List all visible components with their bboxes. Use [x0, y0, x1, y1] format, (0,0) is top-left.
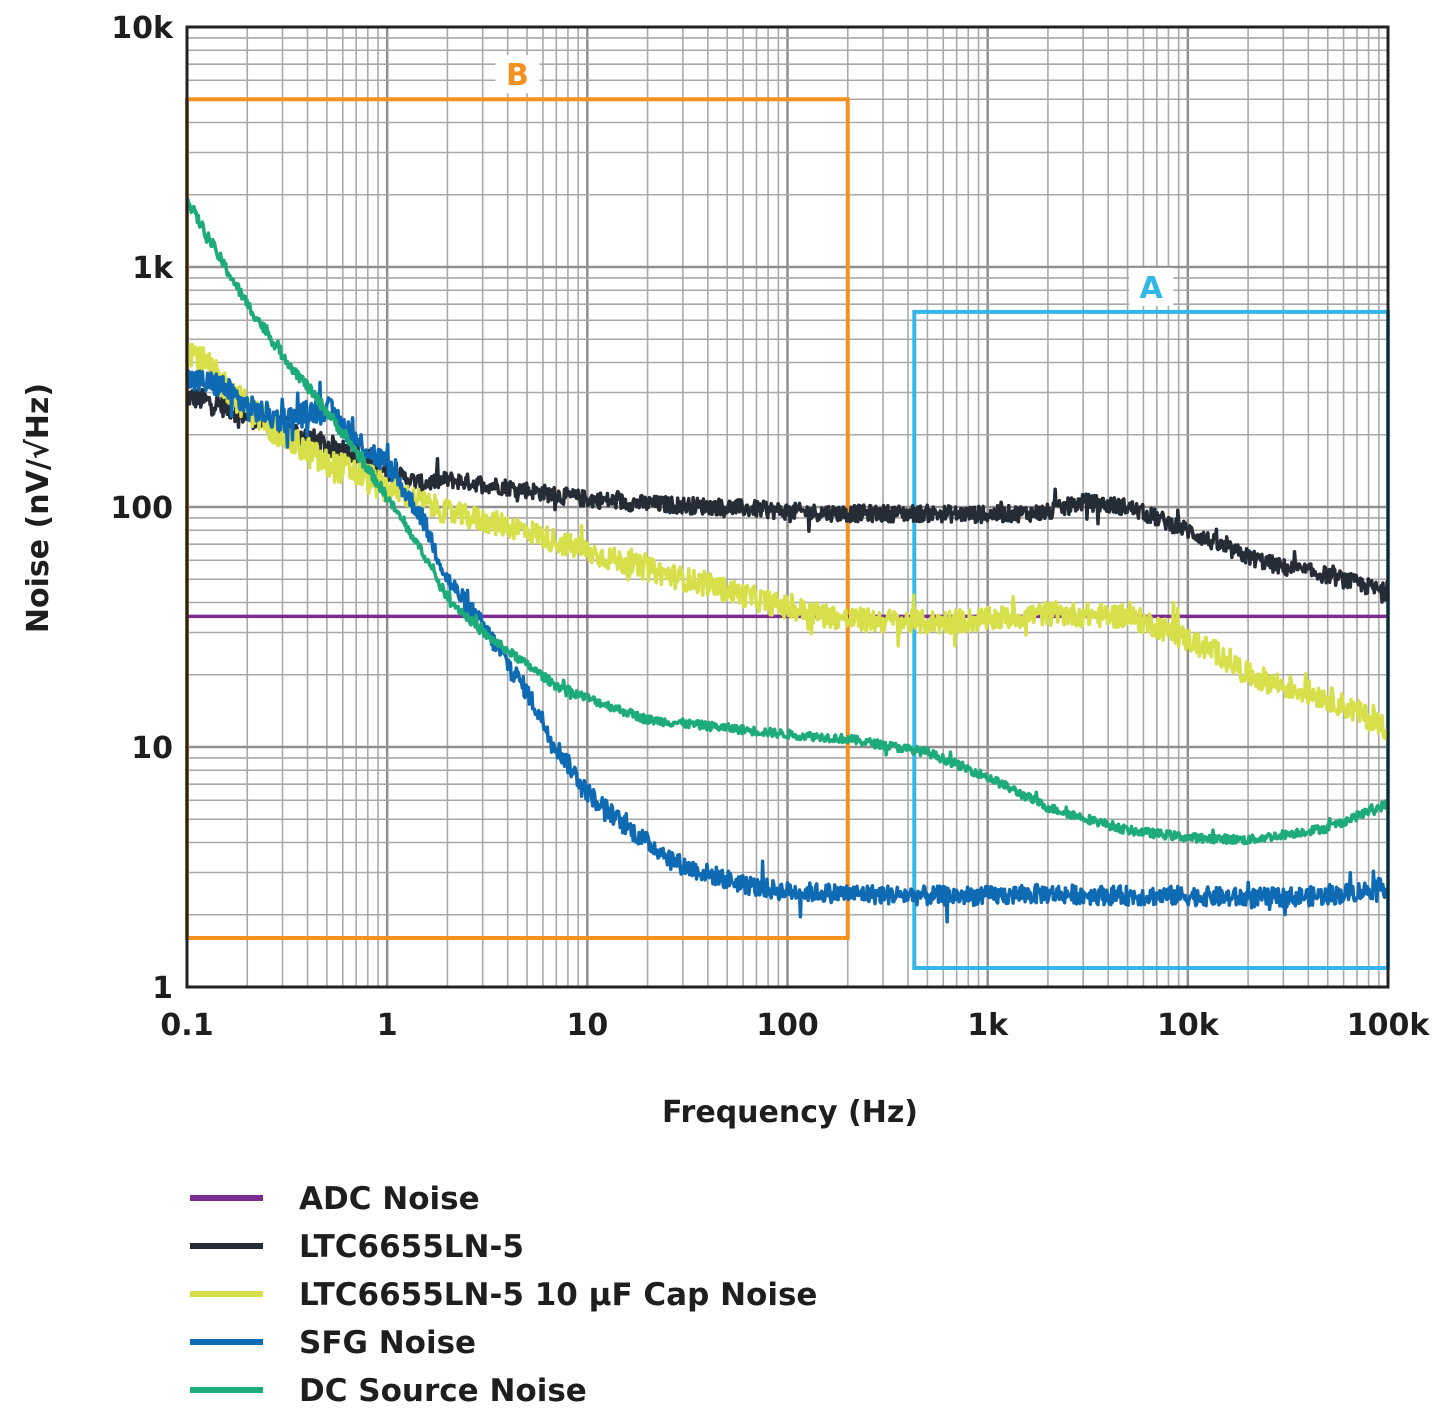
series-line-dc-source-noise [186, 197, 1390, 846]
x-tick-label: 0.1 [160, 1008, 213, 1043]
series-line-sfg-noise [185, 369, 1390, 924]
region-label-background [495, 55, 540, 94]
x-tick-label: 1 [377, 1008, 398, 1043]
y-tick-label: 1 [152, 971, 173, 1006]
legend-label: LTC6655LN-5 [299, 1229, 524, 1265]
x-tick-label: 100k [1347, 1008, 1431, 1043]
y-tick-label: 10k [111, 11, 174, 46]
y-tick-label: 100 [110, 491, 173, 526]
series-lines [185, 197, 1390, 924]
y-tick-label: 10 [131, 731, 173, 766]
y-axis-title: Noise (nV/√Hz) [21, 383, 56, 633]
x-tick-label: 10k [1157, 1008, 1220, 1043]
x-tick-label: 1k [967, 1008, 1009, 1043]
series-line-ltc6655ln-5-10-f-cap-noise [185, 342, 1390, 741]
x-tick-labels: 0.1 1 10 100 1k 10k 100k [160, 1008, 1430, 1043]
legend-label: LTC6655LN-5 10 µF Cap Noise [299, 1277, 817, 1313]
legend-label: ADC Noise [299, 1181, 480, 1217]
grid [185, 27, 1388, 989]
y-tick-label: 1k [132, 251, 174, 286]
legend-label: SFG Noise [299, 1325, 476, 1361]
region-label-b: B [506, 58, 529, 93]
region-label-a: A [1140, 271, 1164, 306]
region-label-background [1129, 267, 1174, 306]
x-tick-label: 100 [756, 1008, 819, 1043]
x-tick-label: 10 [566, 1008, 608, 1043]
legend-label: DC Source Noise [299, 1373, 587, 1409]
plot-frame [185, 25, 1390, 989]
legend: ADC Noise LTC6655LN-5 LTC6655LN-5 10 µF Ca… [190, 1181, 817, 1409]
x-axis-title: Frequency (Hz) [662, 1095, 918, 1130]
y-tick-labels: 1 10 100 1k 10k [110, 11, 174, 1006]
region-box-a [912, 309, 1390, 970]
